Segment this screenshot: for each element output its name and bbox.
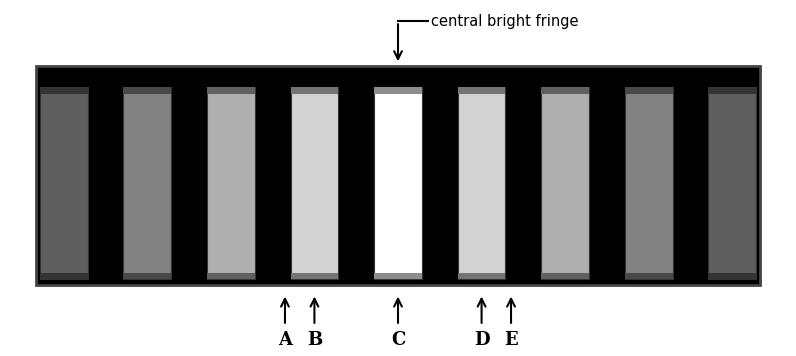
- Bar: [123, 87, 171, 279]
- Bar: [36, 66, 760, 285]
- Bar: [291, 87, 338, 94]
- Bar: [708, 87, 756, 279]
- Text: D: D: [474, 331, 490, 349]
- Bar: [40, 87, 88, 94]
- Bar: [625, 87, 673, 279]
- Bar: [458, 87, 505, 94]
- Bar: [291, 273, 338, 279]
- Bar: [708, 273, 756, 279]
- Bar: [40, 273, 88, 279]
- Bar: [291, 87, 338, 279]
- Text: central bright fringe: central bright fringe: [431, 14, 579, 29]
- Bar: [207, 87, 255, 94]
- Bar: [625, 87, 673, 94]
- Bar: [40, 87, 88, 279]
- Bar: [123, 87, 171, 94]
- Bar: [123, 273, 171, 279]
- Bar: [458, 273, 505, 279]
- Bar: [541, 87, 589, 279]
- Text: B: B: [306, 331, 322, 349]
- Text: E: E: [504, 331, 518, 349]
- Bar: [541, 87, 589, 94]
- Bar: [207, 273, 255, 279]
- Bar: [625, 273, 673, 279]
- Bar: [708, 87, 756, 94]
- Bar: [207, 87, 255, 279]
- Bar: [541, 273, 589, 279]
- Bar: [374, 273, 422, 279]
- Text: A: A: [278, 331, 292, 349]
- Text: C: C: [391, 331, 405, 349]
- Bar: [374, 87, 422, 279]
- Bar: [458, 87, 505, 279]
- Bar: [374, 87, 422, 94]
